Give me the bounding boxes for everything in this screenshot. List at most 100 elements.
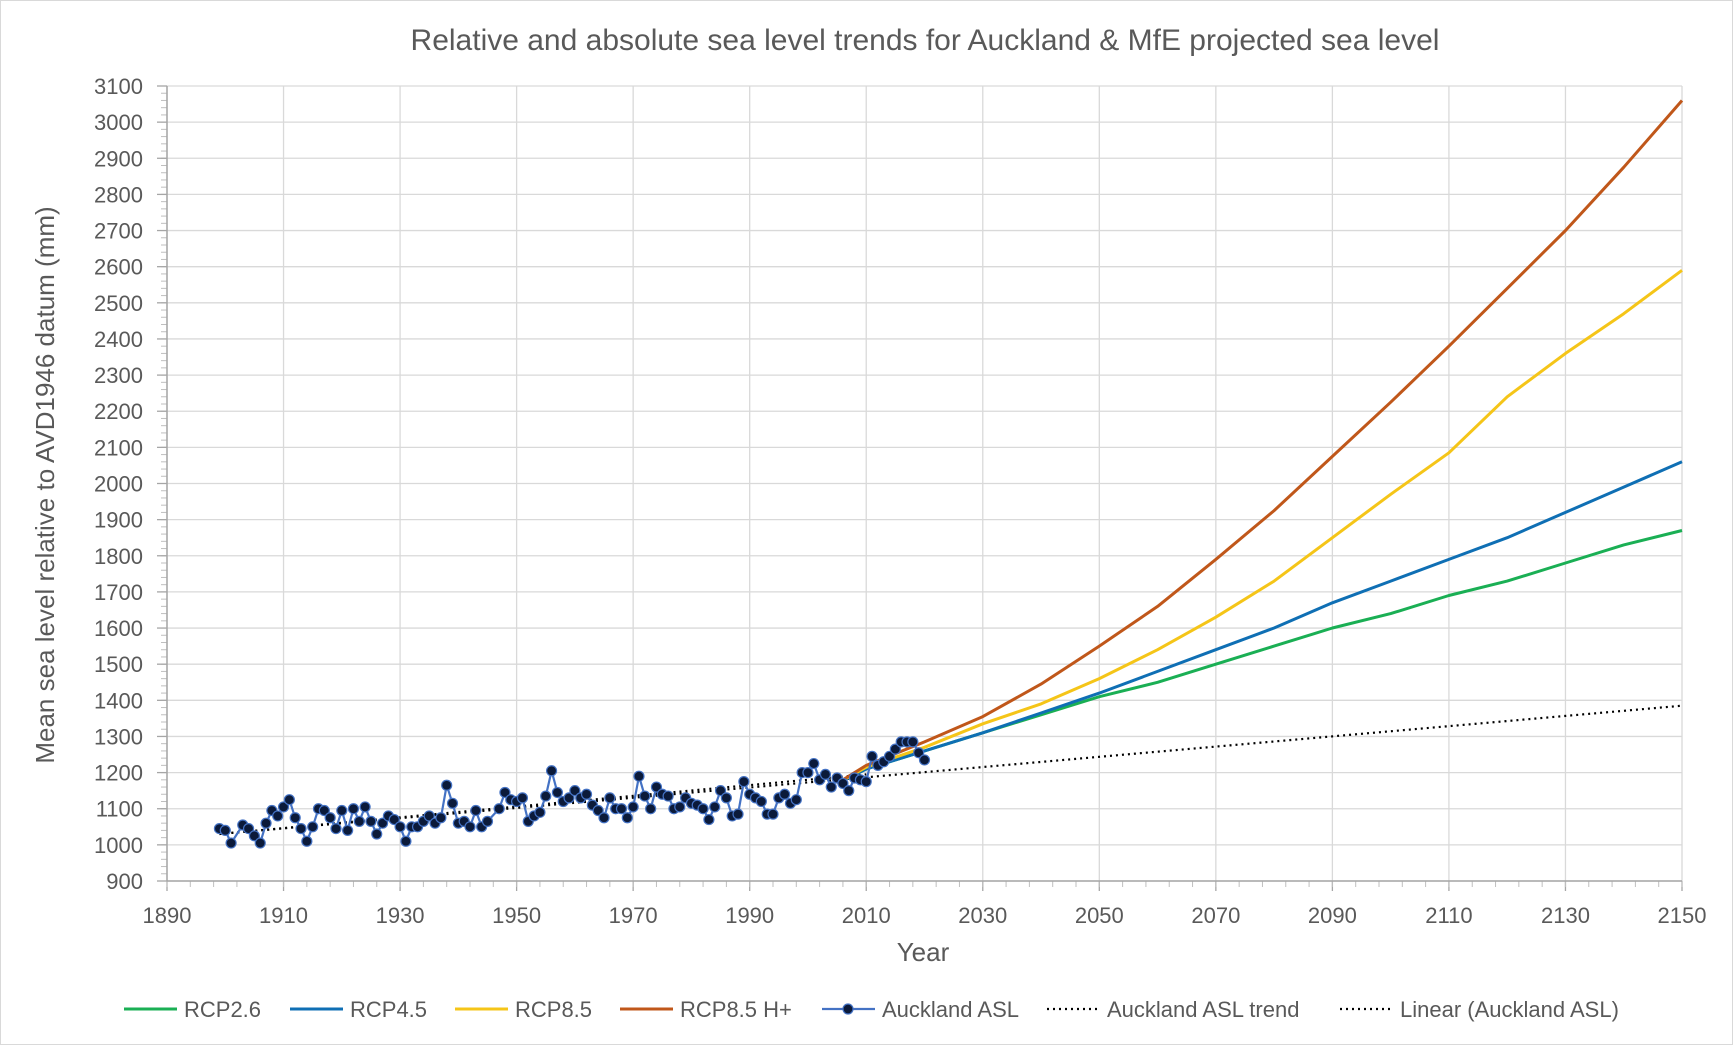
data-point bbox=[324, 812, 336, 824]
data-point bbox=[318, 804, 330, 817]
data-point bbox=[837, 777, 849, 790]
data-point bbox=[545, 765, 558, 777]
data-point bbox=[779, 788, 791, 800]
legend-marker bbox=[842, 1003, 854, 1015]
x-tick-label: 1890 bbox=[143, 903, 192, 928]
data-point bbox=[709, 801, 721, 813]
legend-label: Linear (Auckland ASL) bbox=[1400, 997, 1619, 1022]
x-tick-label: 2150 bbox=[1658, 903, 1707, 928]
legend-item: RCP4.5 bbox=[290, 997, 427, 1022]
y-tick-label: 2800 bbox=[94, 182, 143, 207]
y-tick-label: 3100 bbox=[94, 74, 143, 99]
series-line-rcp4-5 bbox=[836, 460, 1683, 785]
data-point bbox=[650, 781, 663, 793]
series-lines bbox=[213, 99, 1684, 849]
data-point bbox=[633, 770, 645, 782]
data-point bbox=[219, 824, 231, 837]
data-point bbox=[516, 792, 529, 804]
data-point bbox=[493, 803, 505, 815]
data-point bbox=[441, 779, 453, 791]
data-point bbox=[808, 757, 820, 770]
data-point bbox=[913, 747, 925, 759]
legend-item: RCP2.6 bbox=[124, 997, 261, 1022]
data-point bbox=[307, 821, 319, 833]
data-point bbox=[790, 794, 802, 806]
data-point bbox=[394, 821, 406, 833]
data-point bbox=[289, 812, 301, 824]
data-point bbox=[598, 812, 610, 824]
y-tick-label: 2400 bbox=[94, 327, 143, 352]
data-point bbox=[918, 754, 931, 766]
legend-item: Linear (Auckland ASL) bbox=[1340, 997, 1619, 1022]
y-tick-label: 1500 bbox=[94, 652, 143, 677]
data-point bbox=[569, 785, 581, 797]
data-point bbox=[272, 810, 284, 822]
y-tick-label: 2500 bbox=[94, 291, 143, 316]
y-tick-label: 1100 bbox=[96, 797, 143, 822]
legend-label: RCP2.6 bbox=[184, 997, 261, 1022]
y-tick-label: 1800 bbox=[94, 544, 143, 569]
data-point bbox=[621, 812, 633, 824]
x-tick-label: 1990 bbox=[725, 903, 774, 928]
legend-label: RCP8.5 H+ bbox=[680, 997, 792, 1022]
data-point bbox=[639, 790, 651, 802]
y-tick-label: 3000 bbox=[94, 110, 143, 135]
y-tick-label: 2900 bbox=[94, 146, 143, 171]
data-point bbox=[301, 835, 313, 847]
data-point bbox=[615, 803, 628, 815]
data-point bbox=[330, 823, 342, 835]
legend-item: Auckland ASL bbox=[822, 997, 1019, 1022]
data-point bbox=[843, 785, 855, 797]
x-axis-title: Year bbox=[897, 937, 950, 967]
y-tick-label: 1000 bbox=[94, 833, 143, 858]
data-point bbox=[464, 821, 476, 833]
data-point bbox=[674, 801, 686, 813]
data-point bbox=[435, 812, 447, 824]
y-tick-labels: 900 1000 1100 1200 1300 1400 1500 1600 1700 1800 1… bbox=[94, 74, 143, 894]
data-point bbox=[866, 750, 878, 762]
series-line-rcp8-5 bbox=[836, 269, 1683, 785]
data-point bbox=[907, 736, 919, 748]
data-point bbox=[534, 806, 546, 818]
data-point bbox=[371, 828, 383, 840]
data-point bbox=[277, 801, 290, 813]
legend-label: RCP8.5 bbox=[515, 997, 592, 1022]
data-point bbox=[260, 817, 272, 829]
data-point bbox=[714, 785, 727, 797]
series-line-rcp8-5-h bbox=[836, 99, 1684, 785]
data-point bbox=[604, 792, 616, 804]
x-tick-label: 1970 bbox=[609, 903, 658, 928]
y-tick-label: 1400 bbox=[94, 688, 143, 713]
legend-label: Auckland ASL bbox=[882, 997, 1019, 1022]
x-tick-label: 1910 bbox=[259, 903, 308, 928]
y-tick-label: 2700 bbox=[94, 219, 143, 244]
data-point bbox=[860, 776, 872, 788]
data-point bbox=[481, 815, 494, 827]
data-point bbox=[825, 781, 837, 793]
y-tick-label: 1900 bbox=[94, 508, 143, 533]
legend-label: RCP4.5 bbox=[350, 997, 427, 1022]
legend-item: RCP8.5 bbox=[455, 997, 592, 1022]
data-point bbox=[592, 804, 604, 817]
data-point bbox=[359, 801, 371, 813]
data-point bbox=[353, 815, 365, 827]
chart-title: Relative and absolute sea level trends f… bbox=[411, 24, 1440, 57]
y-tick-label: 900 bbox=[106, 869, 143, 894]
y-tick-label: 2300 bbox=[94, 363, 143, 388]
x-tick-label: 2130 bbox=[1541, 903, 1590, 928]
data-point bbox=[697, 803, 709, 815]
data-point bbox=[662, 790, 674, 802]
y-tick-label: 1200 bbox=[94, 761, 143, 786]
y-tick-label: 2000 bbox=[94, 472, 143, 497]
data-point bbox=[499, 786, 511, 799]
data-point bbox=[720, 792, 732, 804]
data-point bbox=[470, 804, 482, 817]
data-point bbox=[400, 835, 412, 847]
legend-item: Auckland ASL trend bbox=[1047, 997, 1299, 1022]
data-point bbox=[388, 813, 400, 826]
x-tick-label: 2030 bbox=[958, 903, 1007, 928]
data-point bbox=[883, 750, 896, 762]
data-point bbox=[540, 790, 552, 802]
data-point bbox=[283, 794, 295, 806]
